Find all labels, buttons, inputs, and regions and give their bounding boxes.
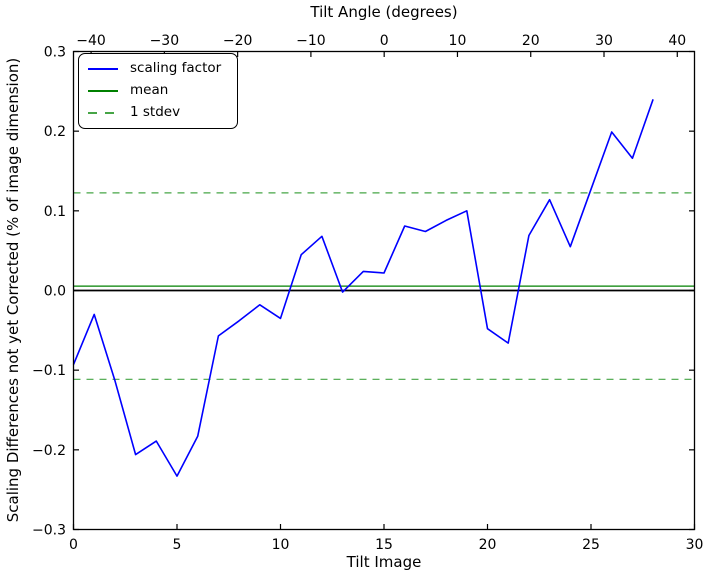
legend-item-stdev: 1 stdev [88, 102, 228, 124]
bottom-axis-label: Tilt Image [346, 553, 422, 571]
legend-item-scaling-factor: scaling factor [88, 58, 228, 80]
series-line-scaling-factor [72, 99, 654, 477]
y-tick-label: −0.1 [32, 363, 66, 379]
legend-line-sample-solid-green [88, 90, 118, 92]
top-tick-label: 20 [522, 33, 540, 49]
y-tick-label: 0.1 [44, 204, 66, 220]
y-tick-label: 0.3 [44, 45, 66, 61]
x-tick-label: 5 [173, 537, 182, 553]
legend: scaling factor mean 1 stdev [78, 53, 238, 129]
x-tick-label: 15 [375, 537, 393, 553]
x-tick-label: 0 [69, 537, 78, 553]
y-tick-label: −0.3 [32, 523, 66, 539]
legend-item-label: scaling factor [130, 60, 222, 77]
left-axis-label: Scaling Differences not yet Corrected (%… [4, 58, 22, 523]
top-tick-label: −30 [150, 33, 180, 49]
top-tick-label: −20 [223, 33, 253, 49]
legend-item-mean: mean [88, 80, 228, 102]
top-tick-label: −10 [296, 33, 326, 49]
top-tick-label: 0 [380, 33, 389, 49]
legend-item-label: 1 stdev [130, 104, 181, 121]
x-tick-label: 20 [479, 537, 497, 553]
top-tick-label: 30 [595, 33, 613, 49]
legend-item-label: mean [130, 82, 169, 99]
top-axis-label: Tilt Angle (degrees) [309, 3, 457, 21]
top-tick-label: −40 [76, 33, 106, 49]
x-tick-label: 25 [582, 537, 600, 553]
y-tick-label: 0.2 [44, 124, 66, 140]
legend-line-sample-dashed-green [88, 112, 118, 114]
y-tick-label: 0.0 [44, 284, 66, 300]
x-tick-label: 30 [686, 537, 704, 553]
y-tick-label: −0.2 [32, 443, 66, 459]
legend-line-sample-solid-blue [88, 68, 118, 70]
x-tick-label: 10 [272, 537, 290, 553]
top-tick-label: 40 [668, 33, 686, 49]
top-tick-label: 10 [449, 33, 467, 49]
